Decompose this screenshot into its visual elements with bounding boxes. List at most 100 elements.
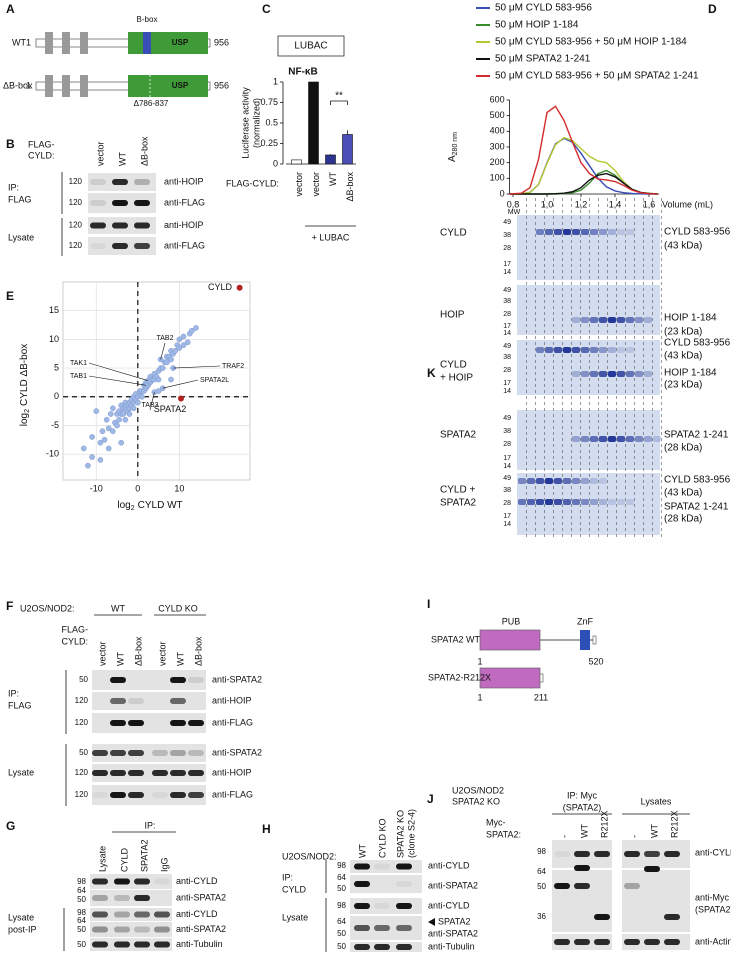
- x-tick-label: WT: [328, 172, 338, 186]
- axis-label: log2 CYLD WT: [117, 500, 182, 512]
- label: anti-Myc: [695, 892, 730, 902]
- label: ΔB-box: [3, 80, 33, 90]
- label: 49: [503, 343, 511, 350]
- label: 211: [534, 692, 548, 702]
- panel-label: F: [6, 599, 13, 613]
- leader-line: [173, 365, 221, 369]
- label: anti-HOIP: [212, 767, 252, 777]
- band: [154, 941, 170, 948]
- label: anti-CYLD: [428, 900, 470, 910]
- band: [92, 926, 108, 933]
- label: 28: [503, 500, 511, 507]
- band: [536, 347, 544, 353]
- label: 1: [26, 37, 31, 47]
- highlight-point: [178, 395, 185, 402]
- label: anti-FLAG: [212, 717, 253, 727]
- label: (23 kDa): [664, 380, 702, 391]
- band: [590, 317, 598, 323]
- label: 64: [77, 886, 86, 895]
- gel: [92, 744, 206, 762]
- label: FLAG-: [28, 139, 55, 149]
- band: [581, 436, 589, 442]
- band: [635, 436, 643, 442]
- band: [617, 347, 625, 353]
- gel: [350, 875, 422, 893]
- label: anti-HOIP: [212, 695, 252, 705]
- label: MW: [508, 209, 521, 216]
- band: [644, 866, 660, 872]
- band: [563, 478, 571, 484]
- label: U2OS/NOD2:: [282, 851, 337, 861]
- band: [134, 941, 150, 948]
- label: CYLD 583-956: [664, 338, 731, 349]
- gel: [92, 692, 206, 710]
- y-tick-label: 100: [490, 173, 505, 183]
- label: SPATA2: [440, 430, 477, 441]
- y-tick-label: 500: [490, 110, 505, 120]
- band: [590, 371, 598, 377]
- leader-line: [88, 362, 149, 382]
- bar: [325, 154, 336, 165]
- band: [617, 317, 625, 323]
- legend-label: 50 μM HOIP 1-184: [495, 20, 579, 31]
- legend-label: 50 μM SPATA2 1-241: [495, 54, 591, 65]
- y-tick-label: 0.25: [260, 138, 278, 148]
- band: [608, 317, 616, 323]
- band: [563, 347, 571, 353]
- label: 28: [503, 311, 511, 318]
- band: [112, 243, 128, 249]
- band: [644, 851, 660, 857]
- scatter-point: [110, 405, 116, 412]
- band: [154, 926, 170, 933]
- label: anti-CYLD: [176, 876, 218, 886]
- label: IP:: [282, 872, 293, 882]
- label: CYLD: [440, 228, 467, 239]
- label: 38: [503, 232, 511, 239]
- label: LUBAC: [294, 41, 327, 52]
- label: SPATA2: [154, 404, 187, 414]
- band: [563, 229, 571, 235]
- scatter-point: [101, 436, 108, 443]
- label: 50: [77, 940, 86, 949]
- band: [545, 478, 553, 484]
- band: [112, 222, 128, 229]
- band: [608, 436, 616, 442]
- scatter-point: [105, 425, 112, 432]
- label: (SPATA2): [695, 904, 731, 914]
- label: SPATA2 KO: [452, 796, 500, 806]
- band: [152, 770, 168, 776]
- band: [90, 222, 106, 229]
- band: [594, 914, 610, 920]
- band: [572, 347, 580, 353]
- label: anti-SPATA2: [212, 747, 262, 757]
- label: USP: [172, 38, 189, 47]
- label: SPATA2 1-241: [664, 502, 729, 513]
- label: 50: [337, 929, 346, 938]
- scatter-point: [184, 339, 191, 346]
- label: HOIP 1-184: [664, 368, 717, 379]
- label: SPATA2 WT: [431, 634, 481, 644]
- axis-label: log2 CYLD ΔB-box: [19, 344, 31, 427]
- axis-label-sub: 2: [24, 409, 31, 413]
- label: TAB2: [157, 335, 174, 342]
- label: CYLD 583-956: [664, 227, 731, 238]
- label: (28 kDa): [664, 443, 702, 454]
- domain: [62, 32, 70, 54]
- label: 14: [503, 269, 511, 276]
- znf-domain: [580, 630, 590, 650]
- y-tick-label: 1: [273, 76, 278, 86]
- label: anti-HOIP: [164, 176, 204, 186]
- band: [134, 926, 150, 933]
- label: (23 kDa): [664, 327, 702, 338]
- band: [112, 200, 128, 206]
- leader-line: [160, 342, 166, 360]
- axis-label-log: log: [19, 413, 30, 426]
- label: 50: [337, 942, 346, 951]
- band: [354, 944, 370, 950]
- bar: [291, 159, 302, 165]
- arrowhead: [428, 918, 435, 926]
- label: anti-FLAG: [164, 240, 205, 250]
- label: Δ786-837: [134, 99, 169, 108]
- band: [92, 878, 108, 885]
- leader-line: [149, 392, 155, 411]
